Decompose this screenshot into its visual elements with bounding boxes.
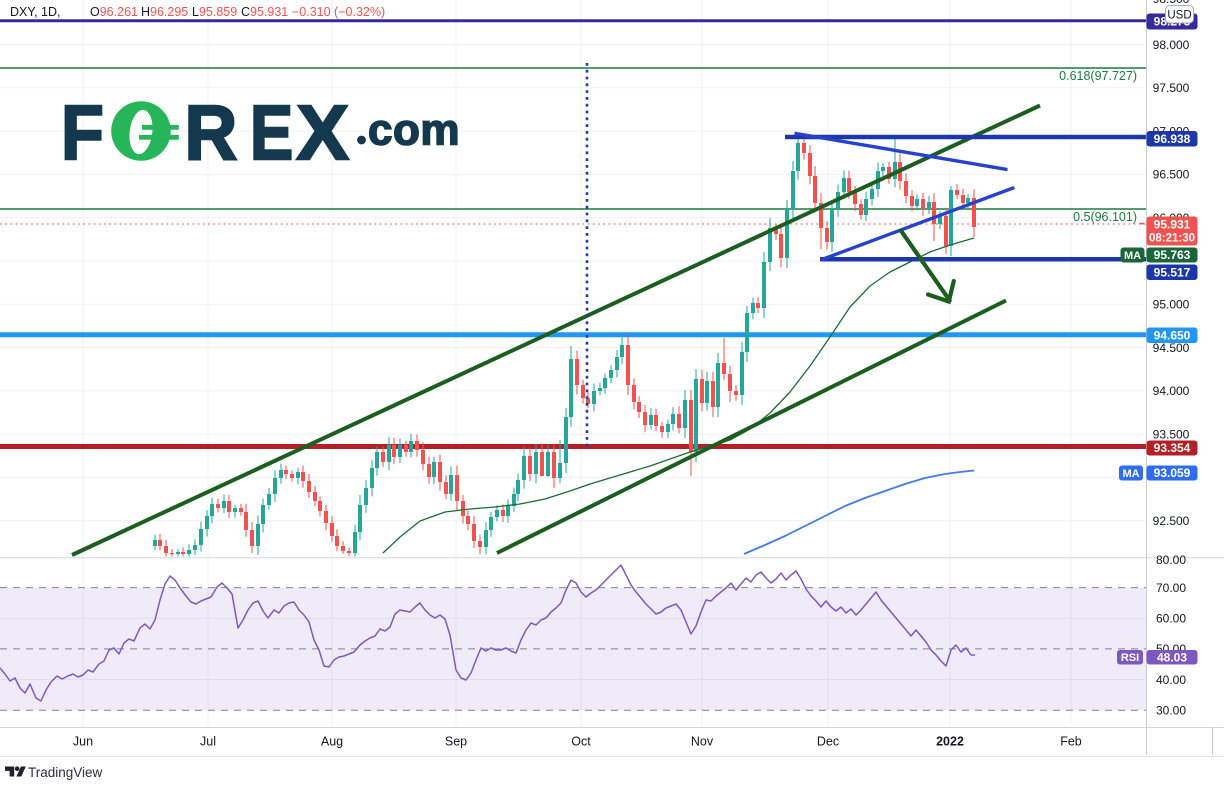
svg-text:0.618(97.727): 0.618(97.727) bbox=[1059, 69, 1137, 83]
svg-text:98.000: 98.000 bbox=[1153, 38, 1190, 52]
svg-text:92.500: 92.500 bbox=[1153, 514, 1190, 528]
svg-text:E: E bbox=[250, 91, 293, 177]
svg-text:70.00: 70.00 bbox=[1156, 581, 1186, 595]
svg-text:96.500: 96.500 bbox=[1153, 168, 1190, 182]
svg-text:30.00: 30.00 bbox=[1156, 704, 1186, 718]
svg-text:94.650: 94.650 bbox=[1154, 328, 1191, 342]
svg-text:08:21:30: 08:21:30 bbox=[1149, 233, 1195, 245]
svg-text:93.059: 93.059 bbox=[1154, 466, 1191, 480]
svg-text:Jul: Jul bbox=[200, 735, 216, 749]
svg-text:94.000: 94.000 bbox=[1153, 384, 1190, 398]
svg-text:Jun: Jun bbox=[73, 735, 93, 749]
svg-text:R: R bbox=[185, 89, 238, 175]
svg-text:96.938: 96.938 bbox=[1154, 132, 1191, 146]
svg-text:Nov: Nov bbox=[691, 735, 714, 749]
svg-text:60.00: 60.00 bbox=[1156, 612, 1186, 626]
svg-text:93.500: 93.500 bbox=[1153, 428, 1190, 442]
svg-text:80.00: 80.00 bbox=[1156, 553, 1186, 567]
svg-text:48.03: 48.03 bbox=[1157, 651, 1187, 665]
svg-text:Sep: Sep bbox=[445, 735, 467, 749]
svg-text:95.517: 95.517 bbox=[1154, 265, 1191, 279]
svg-text:0.5(96.101): 0.5(96.101) bbox=[1073, 210, 1137, 224]
svg-text:F: F bbox=[61, 89, 104, 176]
svg-text:Feb: Feb bbox=[1060, 735, 1082, 749]
svg-text:95.763: 95.763 bbox=[1154, 248, 1191, 262]
svg-text:95.000: 95.000 bbox=[1153, 298, 1190, 312]
svg-text:TradingView: TradingView bbox=[28, 765, 103, 780]
svg-text:40.00: 40.00 bbox=[1156, 673, 1186, 687]
svg-text:Dec: Dec bbox=[817, 735, 839, 749]
svg-text:USD: USD bbox=[1167, 9, 1191, 21]
svg-text:98.500: 98.500 bbox=[1153, 0, 1190, 6]
svg-text:MA: MA bbox=[1122, 468, 1139, 480]
svg-text:Oct: Oct bbox=[571, 735, 591, 749]
svg-text:com: com bbox=[368, 106, 460, 155]
svg-text:Aug: Aug bbox=[321, 735, 343, 749]
svg-text:RSI: RSI bbox=[1121, 652, 1139, 664]
svg-text:MA: MA bbox=[1124, 250, 1141, 262]
svg-text:X: X bbox=[297, 91, 350, 176]
svg-text:2022: 2022 bbox=[936, 735, 964, 749]
svg-text:93.354: 93.354 bbox=[1154, 441, 1191, 455]
svg-text:94.500: 94.500 bbox=[1153, 341, 1190, 355]
svg-text:97.500: 97.500 bbox=[1153, 81, 1190, 95]
svg-text:95.931: 95.931 bbox=[1154, 217, 1191, 231]
